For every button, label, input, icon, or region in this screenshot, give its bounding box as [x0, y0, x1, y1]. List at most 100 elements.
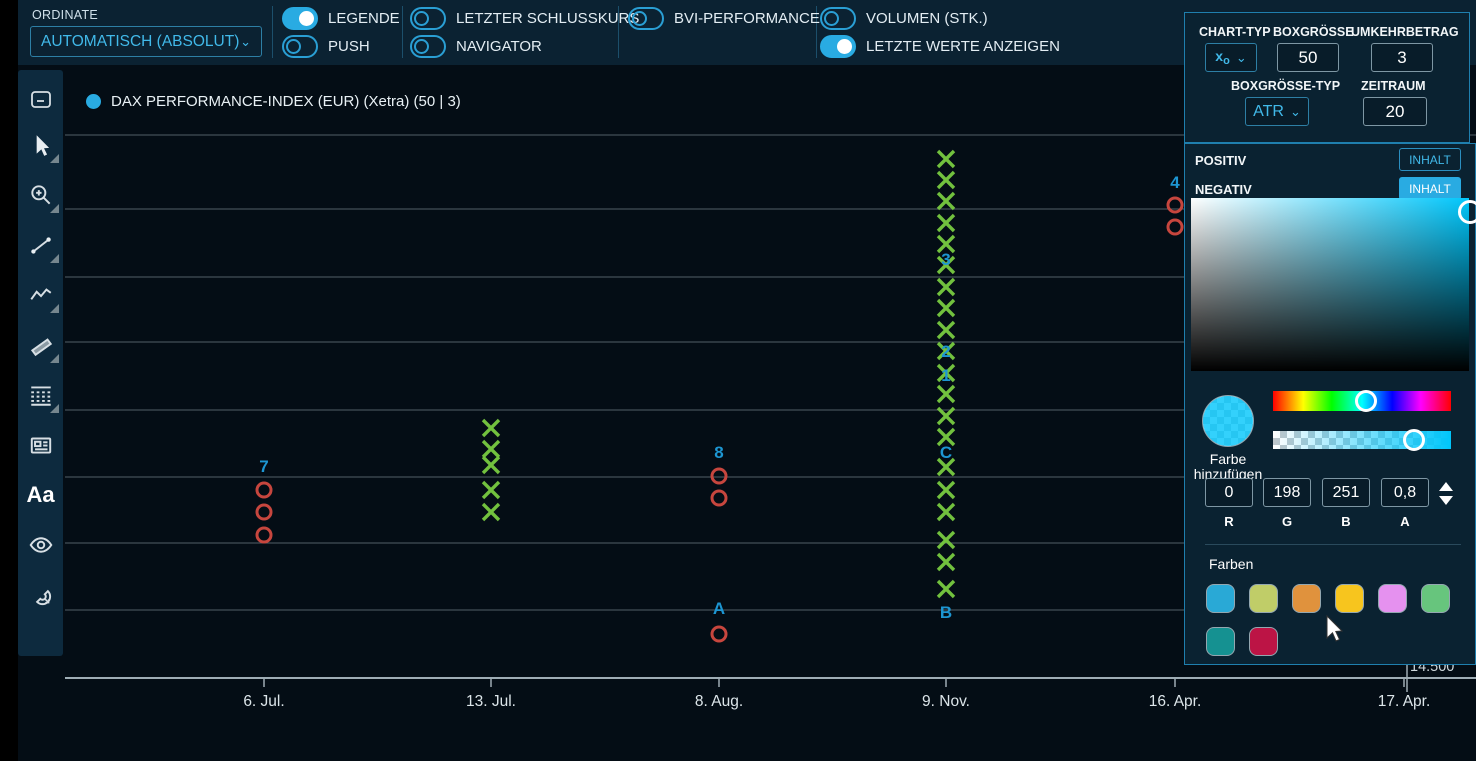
spinner-down-icon[interactable]: [1439, 496, 1453, 505]
chart-typ-dropdown[interactable]: xo ⌄: [1205, 43, 1257, 72]
chart-toolbar: ORDINATE AUTOMATISCH (ABSOLUT) ⌄ LEGENDE…: [18, 0, 1476, 65]
legende-toggle[interactable]: [282, 7, 318, 30]
color-swatch[interactable]: [1206, 584, 1235, 613]
boxgroesse-typ-value: ATR: [1253, 102, 1284, 120]
divider: [1205, 544, 1461, 545]
push-toggle[interactable]: [282, 35, 318, 58]
toggle-knob: [414, 39, 429, 54]
color-swatch[interactable]: [1292, 584, 1321, 613]
zeitraum-label: ZEITRAUM: [1361, 79, 1426, 93]
current-color-preview: [1202, 395, 1254, 447]
toggle-knob: [299, 11, 314, 26]
alpha-slider-handle[interactable]: [1403, 429, 1425, 451]
volumen-toggle[interactable]: [820, 7, 856, 30]
color-swatch[interactable]: [1249, 584, 1278, 613]
toggle-knob: [824, 11, 839, 26]
g-label: G: [1281, 514, 1293, 529]
farben-label: Farben: [1209, 556, 1254, 572]
cursor-icon: [36, 135, 49, 156]
letzte-werte-anzeigen-toggle[interactable]: [820, 35, 856, 58]
color-swatch[interactable]: [1335, 584, 1364, 613]
navigator-label: NAVIGATOR: [456, 38, 542, 55]
collapse-icon: [30, 91, 51, 108]
legende-label: LEGENDE: [328, 10, 400, 27]
green-input[interactable]: [1263, 478, 1311, 507]
spinner-up-icon[interactable]: [1439, 482, 1453, 491]
text-tool[interactable]: Aa: [18, 470, 63, 520]
boxgroesse-label: BOXGRÖSSE: [1273, 25, 1354, 39]
blue-input[interactable]: [1322, 478, 1370, 507]
push-label: PUSH: [328, 38, 370, 55]
channel-tool[interactable]: [18, 320, 63, 370]
ordinate-label: ORDINATE: [32, 8, 99, 22]
red-input[interactable]: [1205, 478, 1253, 507]
umkehrbetrag-label: UMKEHRBETRAG: [1351, 25, 1459, 39]
ordinate-value: AUTOMATISCH (ABSOLUT): [41, 32, 240, 50]
toolbar-divider: [402, 6, 403, 58]
negativ-label: NEGATIV: [1195, 182, 1252, 197]
swatch-grid: [1206, 584, 1468, 656]
alpha-input[interactable]: [1381, 478, 1429, 507]
zigzag-icon: [29, 288, 51, 300]
chevron-down-icon: ⌄: [1235, 49, 1247, 65]
letzte-werte-anzeigen-label: LETZTE WERTE ANZEIGEN: [866, 38, 1060, 55]
bvi-performance-toggle[interactable]: [628, 7, 664, 30]
cursor-tool[interactable]: [18, 120, 63, 170]
toolbar-divider: [272, 6, 273, 58]
visibility-tool[interactable]: [18, 520, 63, 570]
mouse-cursor: [1326, 614, 1344, 642]
series-title: DAX PERFORMANCE-INDEX (EUR) (Xetra) (50 …: [111, 93, 461, 110]
toggle-knob: [632, 11, 647, 26]
pnf-chart-type-icon: xo: [1215, 48, 1230, 67]
news-tool[interactable]: [18, 420, 63, 470]
fibonacci-lines-icon: [30, 386, 51, 406]
news-icon: [30, 437, 51, 454]
chart-settings-panel: CHART-TYP BOXGRÖSSE UMKEHRBETRAG xo ⌄ BO…: [1184, 12, 1470, 143]
magnet-icon: [35, 589, 51, 606]
channel-icon: [30, 338, 52, 357]
chart-typ-label: CHART-TYP: [1199, 25, 1271, 39]
eye-icon: [29, 537, 52, 553]
boxgroesse-typ-dropdown[interactable]: ATR ⌄: [1245, 97, 1309, 126]
collapse-sidebar-button[interactable]: [18, 80, 63, 120]
positiv-inhalt-button[interactable]: INHALT: [1399, 148, 1461, 171]
saturation-value-gradient[interactable]: [1191, 198, 1469, 371]
chart-legend: DAX PERFORMANCE-INDEX (EUR) (Xetra) (50 …: [86, 93, 461, 110]
chevron-down-icon: ⌄: [1289, 103, 1301, 119]
bvi-performance-label: BVI-PERFORMANCE: [674, 10, 820, 27]
toolbar-divider: [816, 6, 817, 58]
color-picker-panel: POSITIV INHALT NEGATIV INHALT Farbe hinz…: [1184, 143, 1476, 665]
boxgroesse-input[interactable]: [1277, 43, 1339, 72]
navigator-toggle[interactable]: [410, 35, 446, 58]
farbe-hinzufuegen-label[interactable]: Farbe hinzufügen: [1193, 451, 1263, 482]
ordinate-dropdown[interactable]: AUTOMATISCH (ABSOLUT) ⌄: [30, 26, 262, 57]
magnifier-plus-icon: [30, 185, 50, 205]
magnet-tool[interactable]: [18, 570, 63, 620]
toolbar-divider: [618, 6, 619, 58]
zigzag-tool[interactable]: [18, 270, 63, 320]
letzter-schlusskurs-toggle[interactable]: [410, 7, 446, 30]
fibonacci-tool[interactable]: [18, 370, 63, 420]
color-swatch[interactable]: [1249, 627, 1278, 656]
zeitraum-input[interactable]: [1363, 97, 1427, 126]
saturation-value-selector[interactable]: [1458, 200, 1476, 224]
hue-slider-handle[interactable]: [1355, 390, 1377, 412]
a-label: A: [1400, 514, 1410, 529]
toggle-knob: [837, 39, 852, 54]
chevron-down-icon: ⌄: [240, 33, 251, 49]
negativ-inhalt-button[interactable]: INHALT: [1399, 177, 1461, 200]
toggle-knob: [414, 11, 429, 26]
color-swatch[interactable]: [1421, 584, 1450, 613]
toggle-knob: [286, 39, 301, 54]
trendline-tool[interactable]: [18, 220, 63, 270]
r-label: R: [1224, 514, 1234, 529]
volumen-label: VOLUMEN (STK.): [866, 10, 988, 27]
zoom-tool[interactable]: [18, 170, 63, 220]
color-swatch[interactable]: [1206, 627, 1235, 656]
color-swatch[interactable]: [1378, 584, 1407, 613]
positiv-label: POSITIV: [1195, 153, 1247, 168]
series-color-dot-icon: [86, 94, 101, 109]
trendline-icon: [30, 237, 51, 254]
boxgroesse-typ-label: BOXGRÖSSE-TYP: [1231, 79, 1341, 93]
umkehrbetrag-input[interactable]: [1371, 43, 1433, 72]
